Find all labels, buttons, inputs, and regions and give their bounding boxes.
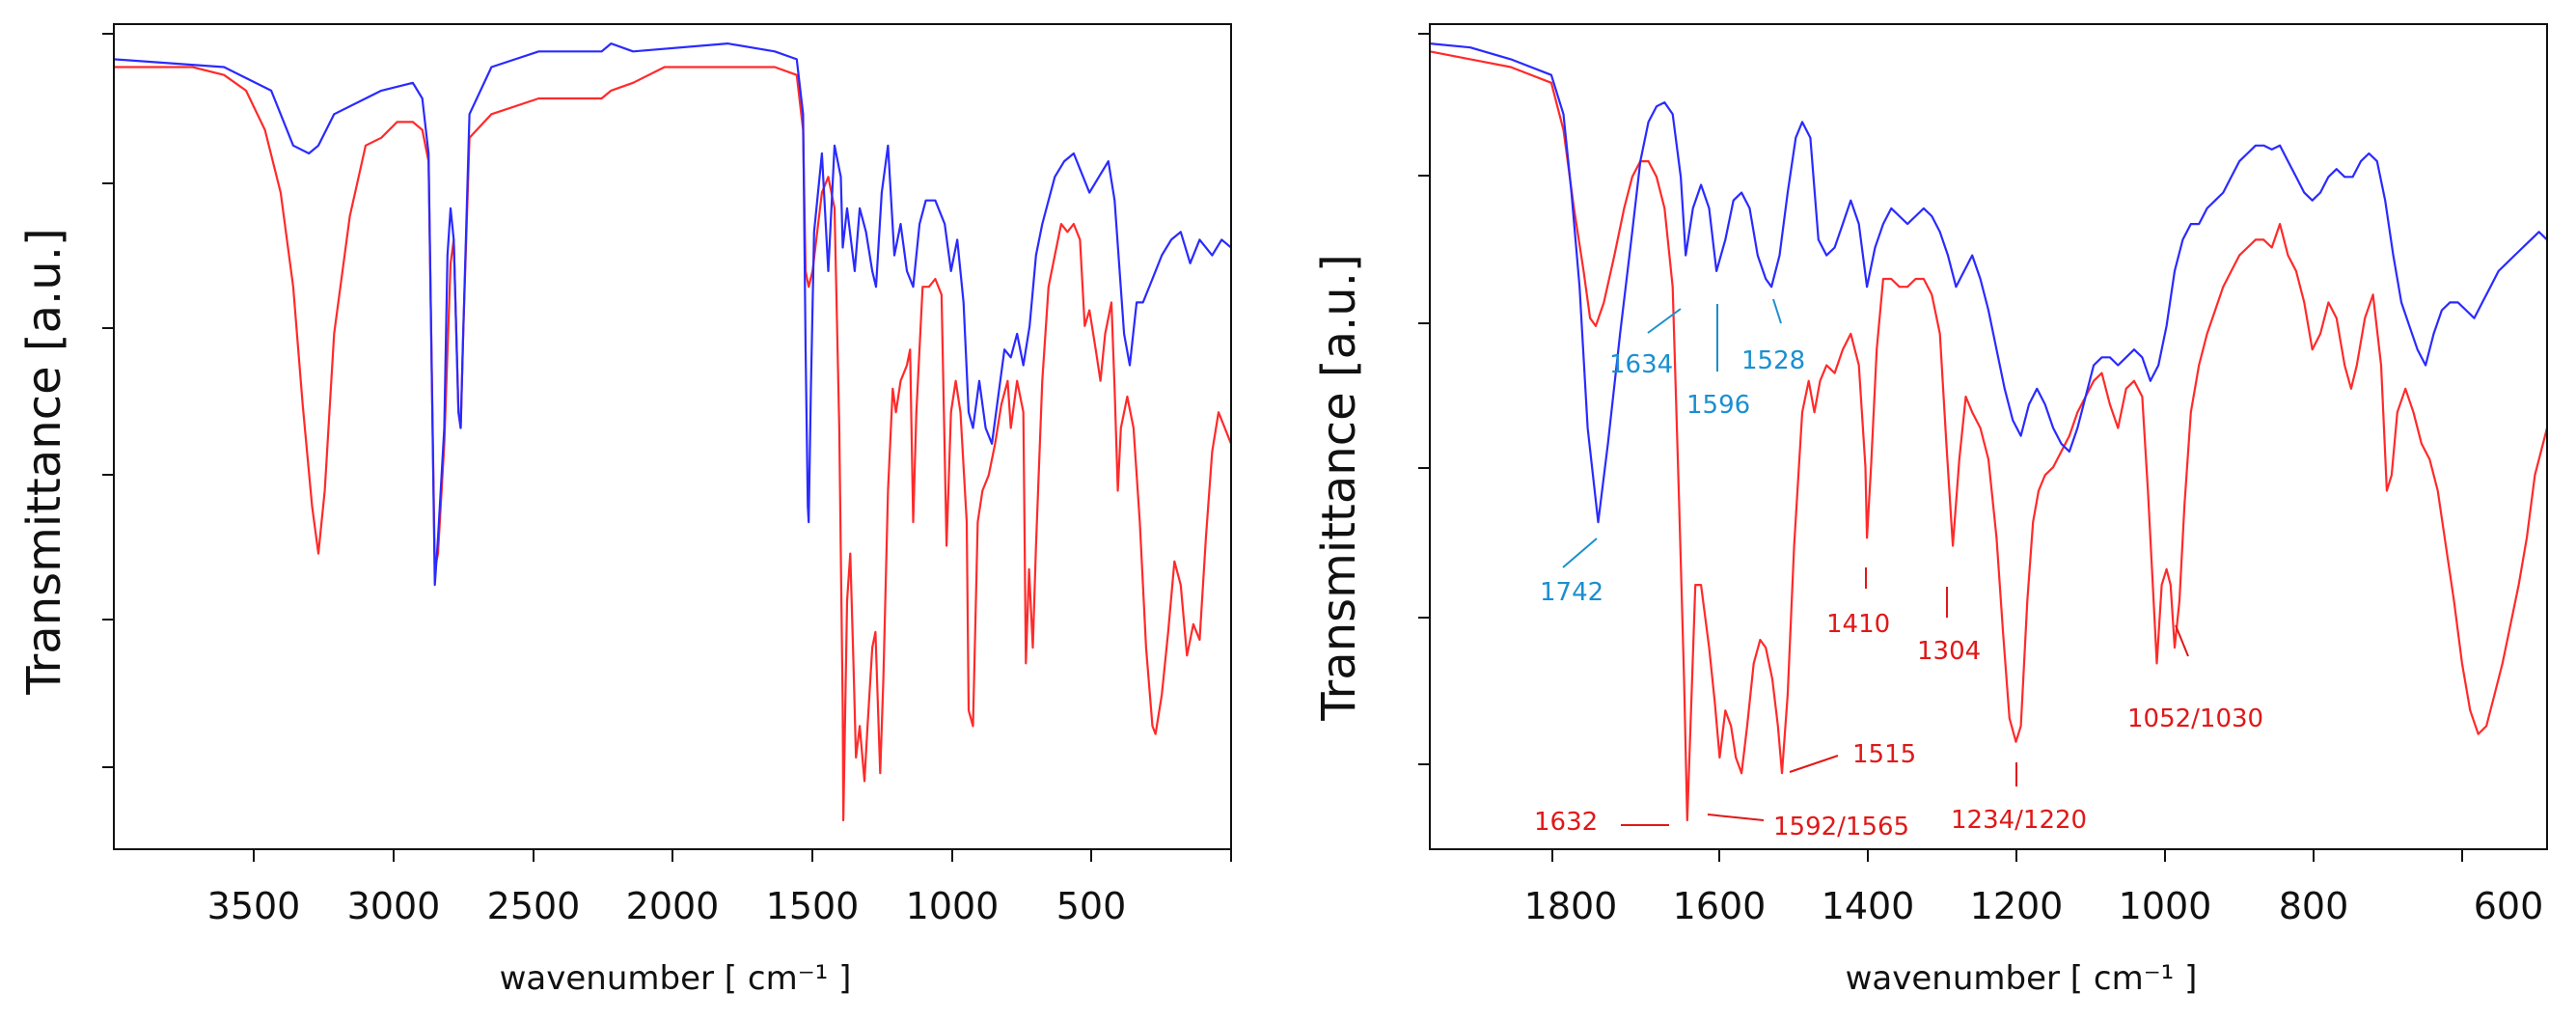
annotation-1515: 1515 xyxy=(1852,740,1916,769)
annotation-1742: 1742 xyxy=(1540,578,1603,607)
annotation-1632: 1632 xyxy=(1534,808,1598,837)
annotation-1410: 1410 xyxy=(1826,610,1890,639)
left-panel: Transmittance [a.u.] 3500 3000 2500 2000… xyxy=(17,23,1233,998)
right-x-tick-label: 1800 xyxy=(1524,885,1618,927)
right-x-tick-label: 1200 xyxy=(1970,885,2064,927)
left-y-ticks xyxy=(102,33,114,768)
left-y-axis-title: Transmittance [a.u.] xyxy=(17,228,71,695)
annotation-1528: 1528 xyxy=(1741,346,1805,375)
spectrum-red-line xyxy=(1429,50,2549,822)
right-x-ticks xyxy=(1551,849,2463,862)
left-x-tick-label: 1500 xyxy=(766,885,860,927)
left-x-tick-label: 3500 xyxy=(207,885,301,927)
leader-1634 xyxy=(1647,308,1682,334)
left-x-tick-label: 2000 xyxy=(626,885,720,927)
right-y-axis-title: Transmittance [a.u.] xyxy=(1312,254,1366,721)
left-x-tick-label: 3000 xyxy=(347,885,441,927)
annotation-1634: 1634 xyxy=(1609,350,1673,379)
left-plot-frame xyxy=(113,23,1232,850)
left-x-tick-label: 1000 xyxy=(906,885,1000,927)
right-y-ticks xyxy=(1418,33,1430,765)
leader-1052 xyxy=(2175,624,2189,657)
annotation-1592-1565: 1592/1565 xyxy=(1773,813,1909,842)
left-x-tick-labels: 3500 3000 2500 2000 1500 1000 500 xyxy=(207,885,1127,927)
leader-1515 xyxy=(1789,755,1839,773)
right-panel: Transmittance [a.u.] 1800 1600 1400 1200… xyxy=(1312,23,2549,998)
annotation-1304: 1304 xyxy=(1917,637,1981,666)
right-annotation-leaders xyxy=(1562,298,2189,826)
right-x-axis-title: wavenumber [ cm⁻¹ ] xyxy=(1846,959,2198,998)
annotation-1052-1030: 1052/1030 xyxy=(2127,704,2263,733)
left-series-group xyxy=(113,41,1233,822)
right-series-group xyxy=(1429,42,2549,822)
right-x-tick-label: 800 xyxy=(2279,885,2349,927)
left-x-tick-label: 500 xyxy=(1056,885,1127,927)
annotation-1234-1220: 1234/1220 xyxy=(1951,806,2087,835)
spectrum-red-line xyxy=(114,66,1233,822)
leader-1742 xyxy=(1562,538,1598,568)
left-x-tick-label: 2500 xyxy=(487,885,581,927)
right-x-tick-labels: 1800 1600 1400 1200 1000 800 600 xyxy=(1524,885,2544,927)
right-x-tick-label: 1600 xyxy=(1673,885,1767,927)
leader-1528 xyxy=(1772,298,1782,324)
spectrum-blue-line xyxy=(1429,42,2548,524)
right-x-tick-label: 1400 xyxy=(1822,885,1915,927)
left-x-axis-title: wavenumber [ cm⁻¹ ] xyxy=(500,959,852,998)
annotation-1596: 1596 xyxy=(1686,391,1750,420)
right-plot-frame xyxy=(1429,23,2548,850)
right-x-tick-label: 600 xyxy=(2474,885,2544,927)
leader-1592 xyxy=(1707,814,1765,821)
spectrum-blue-line xyxy=(113,41,1232,587)
right-x-tick-label: 1000 xyxy=(2119,885,2212,927)
right-annotation-labels: 1742 1634 1596 1528 1410 1304 1052/1030 … xyxy=(1534,346,2263,842)
left-x-ticks xyxy=(253,849,1232,862)
